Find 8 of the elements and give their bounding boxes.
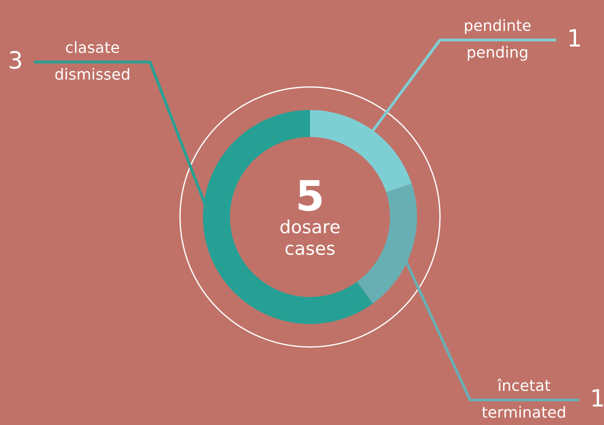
data-label: 1	[570, 29, 580, 47]
text: dosare cases	[280, 219, 340, 256]
data-label: 1	[592, 389, 603, 407]
text: 5	[298, 180, 322, 212]
slice-label: clasate dismissed	[55, 41, 130, 80]
slice-label: încetat terminated	[482, 378, 565, 418]
data-label: 3	[10, 50, 22, 69]
slice-label: pendinte pending	[464, 19, 531, 61]
